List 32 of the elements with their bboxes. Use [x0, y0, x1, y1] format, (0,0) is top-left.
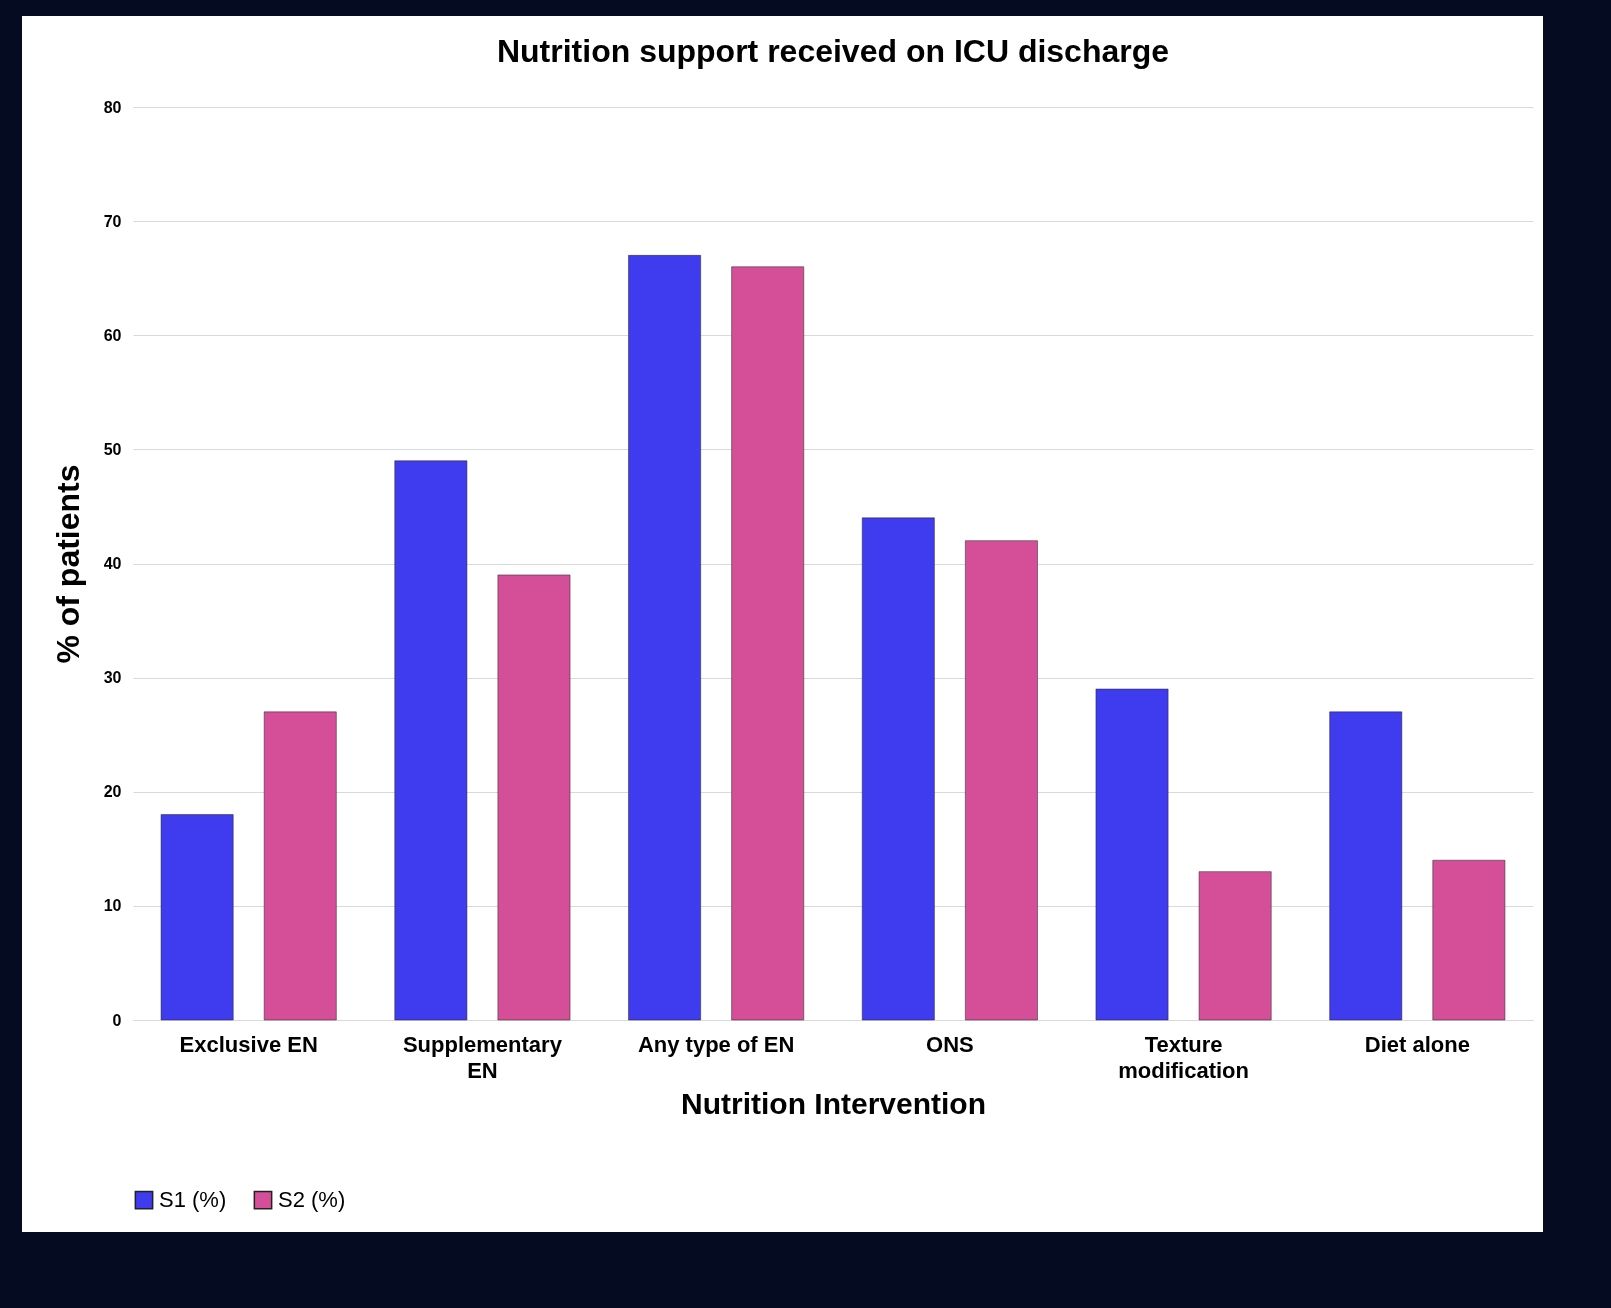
bar	[861, 517, 935, 1021]
bar	[731, 266, 805, 1021]
bar	[1198, 871, 1272, 1021]
y-tick-label: 20	[103, 783, 122, 801]
x-tick-label: Diet alone	[1364, 1031, 1470, 1057]
x-tick-label: Any type of EN	[637, 1031, 795, 1057]
y-tick-label: 0	[112, 1011, 122, 1029]
bar	[263, 711, 337, 1021]
x-tick-label: Texture modification	[1118, 1031, 1249, 1083]
y-tick-label: 10	[103, 897, 122, 915]
y-tick-label: 30	[103, 669, 122, 687]
bar	[160, 814, 234, 1021]
x-axis-title: Nutrition Intervention	[681, 1086, 986, 1120]
y-tick-label: 80	[103, 98, 122, 116]
legend-label: S1 (%)	[159, 1187, 227, 1213]
legend-label: S2 (%)	[278, 1187, 346, 1213]
x-tick-label: Supplementary EN	[402, 1031, 563, 1083]
y-tick-label: 60	[103, 326, 122, 344]
x-tick-label: Exclusive EN	[179, 1031, 318, 1057]
y-tick-label: 40	[103, 555, 122, 572]
y-tick-label: 50	[103, 440, 122, 458]
y-axis-title: % of patients	[49, 464, 86, 664]
bar	[1095, 688, 1169, 1021]
chart-title: Nutrition support received on ICU discharge	[496, 33, 1170, 69]
bar	[497, 574, 571, 1021]
y-tick-label: 70	[103, 212, 122, 230]
bar	[1432, 859, 1506, 1021]
bar	[628, 255, 701, 1021]
bar	[1329, 711, 1403, 1021]
x-tick-label: ONS	[926, 1031, 974, 1057]
bar	[965, 540, 1038, 1021]
bar	[394, 460, 468, 1021]
